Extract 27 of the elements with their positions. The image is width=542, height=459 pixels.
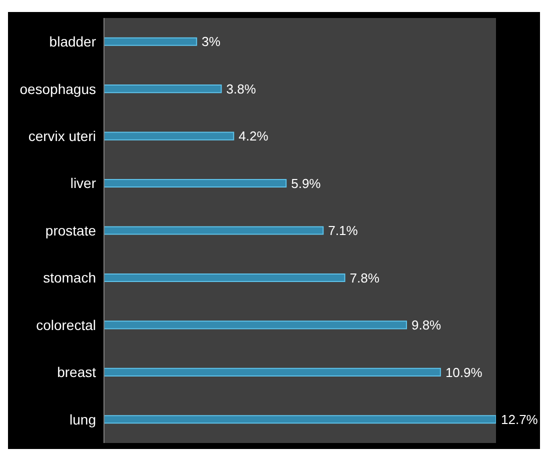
- y-tick-label: oesophagus: [20, 80, 96, 97]
- data-label: 10.9%: [445, 364, 483, 380]
- y-tick-label: colorectal: [36, 316, 96, 333]
- bar: [104, 179, 287, 188]
- data-label: 12.7%: [501, 412, 538, 428]
- data-label: 4.2%: [238, 128, 269, 144]
- data-label: 5.9%: [291, 176, 322, 191]
- y-tick-label: breast: [57, 364, 96, 380]
- data-label: 7.1%: [328, 223, 358, 238]
- data-label: 9.8%: [411, 318, 442, 333]
- bar: [104, 368, 441, 376]
- data-label: 3%: [202, 34, 221, 50]
- y-tick-label: bladder: [49, 34, 96, 50]
- y-tick-label: lung: [70, 411, 96, 428]
- y-tick-label: cervix uteri: [28, 128, 96, 144]
- y-tick-label: prostate: [45, 222, 96, 238]
- bar: [104, 415, 496, 424]
- data-label: 7.8%: [350, 270, 380, 286]
- bar: [104, 37, 198, 46]
- y-tick-label: stomach: [43, 270, 96, 286]
- bar: [104, 320, 407, 330]
- bar: [104, 226, 324, 235]
- data-label: 3.8%: [226, 81, 256, 96]
- bar: [104, 273, 346, 282]
- bar: [104, 132, 234, 140]
- bar: [104, 84, 222, 94]
- y-tick-label: liver: [70, 175, 96, 192]
